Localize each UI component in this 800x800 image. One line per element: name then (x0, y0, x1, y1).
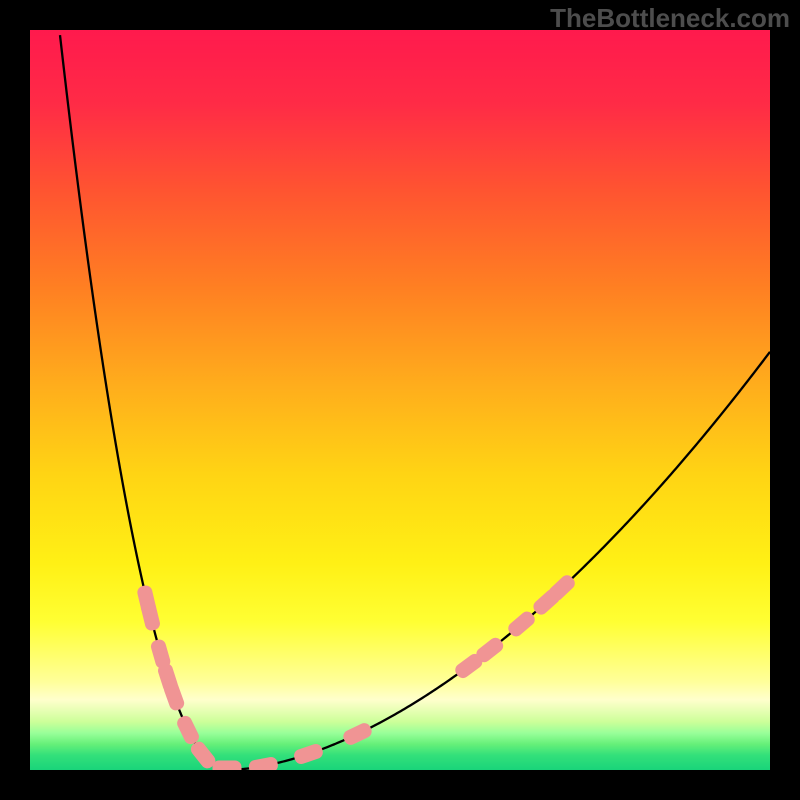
watermark-text: TheBottleneck.com (550, 3, 790, 34)
curve-marker (213, 761, 241, 770)
gradient-background (30, 30, 770, 770)
bottleneck-curve-chart (30, 30, 770, 770)
chart-frame (30, 30, 770, 770)
